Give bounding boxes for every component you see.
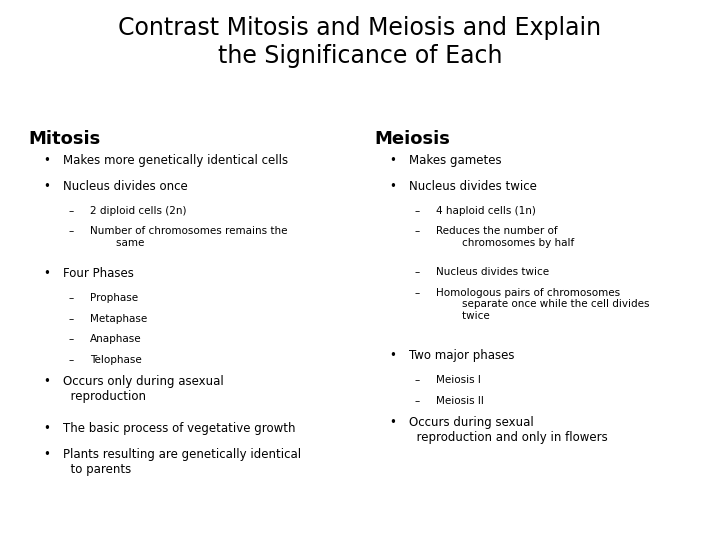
Text: Nucleus divides twice: Nucleus divides twice [436, 267, 549, 278]
Text: –: – [68, 293, 73, 303]
Text: The basic process of vegetative growth: The basic process of vegetative growth [63, 422, 296, 435]
Text: Occurs only during asexual
  reproduction: Occurs only during asexual reproduction [63, 375, 224, 403]
Text: Meiosis I: Meiosis I [436, 375, 480, 386]
Text: Two major phases: Two major phases [409, 349, 515, 362]
Text: •: • [43, 448, 50, 461]
Text: Makes gametes: Makes gametes [409, 154, 502, 167]
Text: –: – [68, 334, 73, 345]
Text: –: – [68, 206, 73, 216]
Text: •: • [43, 267, 50, 280]
Text: –: – [414, 206, 419, 216]
Text: •: • [389, 154, 396, 167]
Text: –: – [414, 288, 419, 298]
Text: •: • [389, 349, 396, 362]
Text: Meiosis: Meiosis [374, 130, 450, 147]
Text: 4 haploid cells (1n): 4 haploid cells (1n) [436, 206, 536, 216]
Text: –: – [414, 375, 419, 386]
Text: Telophase: Telophase [90, 355, 142, 365]
Text: –: – [414, 226, 419, 237]
Text: –: – [68, 355, 73, 365]
Text: Metaphase: Metaphase [90, 314, 148, 324]
Text: Meiosis II: Meiosis II [436, 396, 483, 406]
Text: Makes more genetically identical cells: Makes more genetically identical cells [63, 154, 289, 167]
Text: –: – [414, 396, 419, 406]
Text: Reduces the number of
        chromosomes by half: Reduces the number of chromosomes by hal… [436, 226, 574, 248]
Text: •: • [389, 180, 396, 193]
Text: •: • [389, 416, 396, 429]
Text: –: – [68, 226, 73, 237]
Text: –: – [68, 314, 73, 324]
Text: Number of chromosomes remains the
        same: Number of chromosomes remains the same [90, 226, 287, 248]
Text: •: • [43, 180, 50, 193]
Text: Plants resulting are genetically identical
  to parents: Plants resulting are genetically identic… [63, 448, 302, 476]
Text: Four Phases: Four Phases [63, 267, 134, 280]
Text: Nucleus divides twice: Nucleus divides twice [409, 180, 537, 193]
Text: 2 diploid cells (2n): 2 diploid cells (2n) [90, 206, 186, 216]
Text: Occurs during sexual
  reproduction and only in flowers: Occurs during sexual reproduction and on… [409, 416, 608, 444]
Text: Anaphase: Anaphase [90, 334, 142, 345]
Text: –: – [414, 267, 419, 278]
Text: Homologous pairs of chromosomes
        separate once while the cell divides
   : Homologous pairs of chromosomes separate… [436, 288, 649, 321]
Text: Mitosis: Mitosis [29, 130, 101, 147]
Text: Prophase: Prophase [90, 293, 138, 303]
Text: Contrast Mitosis and Meiosis and Explain
the Significance of Each: Contrast Mitosis and Meiosis and Explain… [118, 16, 602, 68]
Text: Nucleus divides once: Nucleus divides once [63, 180, 188, 193]
Text: •: • [43, 422, 50, 435]
Text: •: • [43, 154, 50, 167]
Text: •: • [43, 375, 50, 388]
